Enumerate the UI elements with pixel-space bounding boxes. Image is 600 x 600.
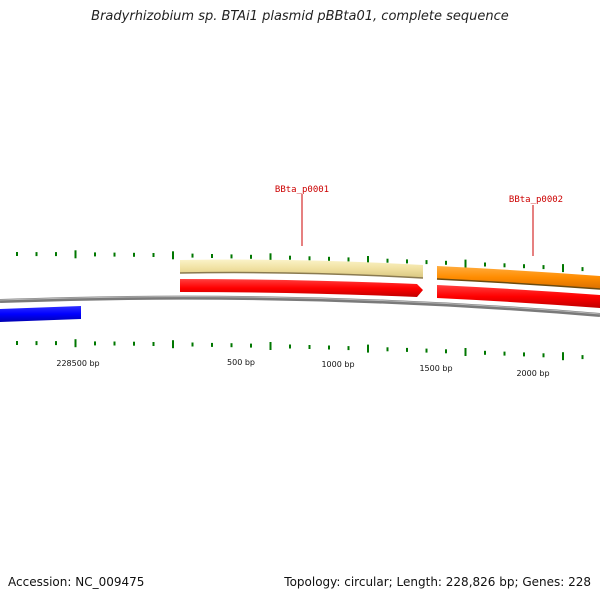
gene-label-bbta-p0001: BBta_p0001 <box>275 185 329 195</box>
cds-bbta-p0002[interactable] <box>437 285 600 308</box>
scale-label-2000: 2000 bp <box>516 369 549 378</box>
scale-label-1000: 1000 bp <box>321 360 354 369</box>
scale-label-228500: 228500 bp <box>56 359 99 368</box>
topology-summary: Topology: circular; Length: 228,826 bp; … <box>284 575 591 589</box>
tick-row-bottom <box>16 339 584 361</box>
plasmid-backbone-highlight <box>0 296 600 315</box>
cds-bbta-p0001[interactable] <box>180 279 423 297</box>
scale-label-500: 500 bp <box>227 358 255 367</box>
gene-bbta-p0002-track[interactable] <box>437 266 600 289</box>
scale-label-1500: 1500 bp <box>419 364 452 373</box>
map-title: Bradyrhizobium sp. BTAi1 plasmid pBBta01… <box>91 9 509 24</box>
gene-bbta-p0001-track[interactable] <box>180 259 423 278</box>
tick-row-top <box>16 250 584 273</box>
reverse-feature-blue[interactable] <box>0 306 81 322</box>
plasmid-backbone <box>0 295 600 317</box>
gene-bbta-p0002-track-edge <box>436 278 600 290</box>
gene-bbta-p0001-track-edge <box>179 271 424 279</box>
gene-label-bbta-p0002: BBta_p0002 <box>509 195 563 205</box>
accession-text: Accession: NC_009475 <box>8 575 145 589</box>
